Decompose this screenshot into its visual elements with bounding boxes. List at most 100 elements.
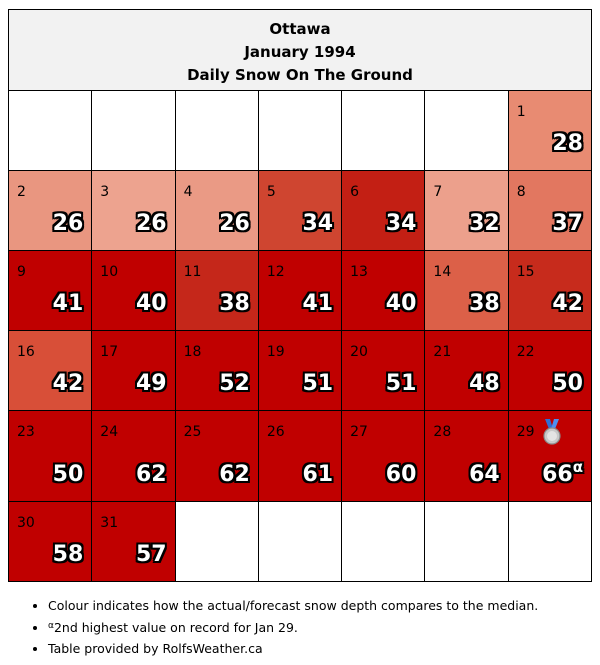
day-number: 15 — [516, 264, 535, 280]
snow-depth-number: 40 — [135, 291, 167, 316]
day-cell: 17 49 — [91, 330, 176, 411]
empty-day-cell — [257, 501, 343, 582]
day-cell: 20 51 — [341, 330, 426, 411]
day-number: 5 — [266, 184, 276, 200]
snow-depth-value: 38 — [469, 291, 500, 316]
day-number: 2 — [17, 184, 26, 200]
day-cell: 13 40 — [341, 250, 426, 331]
week-row: 30 58 31 57 — [7, 501, 593, 582]
day-cell: 11 38 — [174, 250, 259, 331]
snow-depth-value: 57 — [136, 542, 167, 567]
snow-depth-value: 66α — [542, 458, 583, 487]
snow-depth-number: 62 — [135, 462, 167, 487]
empty-day-cell — [424, 90, 509, 171]
snow-depth-number: 28 — [552, 131, 583, 156]
day-cell: 31 57 — [91, 501, 176, 582]
day-cell: 25 62 — [174, 410, 259, 502]
day-cell: 10 40 — [91, 250, 176, 331]
snow-depth-number: 58 — [52, 542, 84, 567]
snow-depth-value: 50 — [53, 462, 84, 487]
note-record-text: 2nd highest value on record for Jan 29. — [53, 620, 298, 635]
snow-depth-number: 38 — [469, 291, 500, 316]
city-title: Ottawa — [269, 20, 331, 38]
day-cell: 22 50 — [507, 330, 593, 411]
day-cell: 4 26 — [174, 170, 259, 251]
silver-medal-icon — [543, 419, 561, 445]
day-number: 18 — [183, 344, 202, 360]
snow-depth-number: 62 — [219, 462, 250, 487]
day-number: 3 — [100, 184, 110, 200]
snow-depth-number: 38 — [219, 291, 250, 316]
table-subtitle: Daily Snow On The Ground — [187, 66, 413, 84]
snow-depth-number: 34 — [385, 211, 417, 236]
week-row: 16 42 17 49 18 52 19 51 20 51 21 48 22 50 — [7, 330, 593, 411]
snow-depth-value: 38 — [219, 291, 250, 316]
day-cell: 29 66α — [507, 410, 593, 502]
note-record-superscript: α — [48, 621, 54, 631]
day-number: 20 — [350, 344, 368, 360]
snow-depth-number: 42 — [52, 371, 84, 396]
day-number: 14 — [433, 264, 452, 280]
snow-depth-value: 62 — [219, 462, 250, 487]
snow-depth-number: 26 — [52, 211, 84, 236]
empty-day-cell — [341, 90, 426, 171]
empty-day-cell — [507, 501, 593, 582]
table-header: Ottawa January 1994 Daily Snow On The Gr… — [8, 9, 592, 91]
day-number: 30 — [17, 515, 35, 531]
snow-depth-value: 48 — [469, 371, 500, 396]
snow-depth-number: 32 — [469, 211, 500, 236]
day-cell: 18 52 — [174, 330, 259, 411]
notes-list: Colour indicates how the actual/forecast… — [26, 595, 538, 659]
snow-depth-value: 26 — [219, 211, 250, 236]
day-cell: 8 37 — [507, 170, 593, 251]
day-number: 19 — [266, 344, 285, 360]
day-number: 10 — [100, 264, 119, 280]
note-credit: Table provided by RolfsWeather.ca — [48, 638, 538, 659]
snow-depth-value: 28 — [552, 131, 583, 156]
day-number: 31 — [100, 515, 119, 531]
snow-depth-number: 51 — [302, 371, 334, 396]
day-cell: 24 62 — [91, 410, 176, 502]
day-number: 28 — [433, 424, 452, 440]
snow-depth-value: 62 — [136, 462, 167, 487]
snow-depth-value: 49 — [136, 371, 167, 396]
snow-depth-number: 26 — [135, 211, 167, 236]
snow-depth-number: 40 — [385, 291, 417, 316]
note-record: α2nd highest value on record for Jan 29. — [48, 616, 538, 638]
snow-depth-value: 51 — [386, 371, 417, 396]
snow-depth-value: 26 — [53, 211, 84, 236]
day-number: 6 — [350, 184, 360, 200]
snow-depth-number: 51 — [385, 371, 417, 396]
snow-depth-number: 41 — [52, 291, 84, 316]
snow-depth-value: 41 — [53, 291, 84, 316]
day-number: 26 — [266, 424, 285, 440]
empty-day-cell — [341, 501, 426, 582]
day-number: 22 — [516, 344, 535, 360]
snow-depth-number: 26 — [219, 211, 250, 236]
snow-depth-number: 41 — [302, 291, 334, 316]
snow-depth-value: 60 — [386, 462, 417, 487]
snow-depth-number: 61 — [302, 462, 334, 487]
snow-depth-number: 34 — [302, 211, 334, 236]
day-number: 21 — [433, 344, 452, 360]
snow-depth-value: 40 — [386, 291, 417, 316]
day-number: 7 — [433, 184, 443, 200]
snow-depth-value: 26 — [136, 211, 167, 236]
day-cell: 5 34 — [257, 170, 343, 251]
snow-depth-number: 60 — [385, 462, 417, 487]
note-credit-text: Table provided by RolfsWeather.ca — [48, 641, 263, 656]
snow-depth-value: 32 — [469, 211, 500, 236]
snow-depth-value: 37 — [552, 211, 583, 236]
empty-day-cell — [174, 90, 259, 171]
day-cell: 30 58 — [7, 501, 93, 582]
day-number: 4 — [183, 184, 193, 200]
calendar-table-frame: Ottawa January 1994 Daily Snow On The Gr… — [7, 9, 593, 582]
day-number: 17 — [100, 344, 119, 360]
snow-depth-number: 48 — [469, 371, 500, 396]
day-cell: 9 41 — [7, 250, 93, 331]
day-number: 1 — [516, 104, 526, 120]
record-superscript: α — [572, 458, 583, 476]
calendar-grid: 1 28 2 26 3 26 4 26 5 34 6 34 7 32 8 37 9 41 10 40 11 38 12 41 1… — [7, 90, 593, 582]
empty-day-cell — [257, 90, 343, 171]
snow-depth-value: 42 — [53, 371, 84, 396]
